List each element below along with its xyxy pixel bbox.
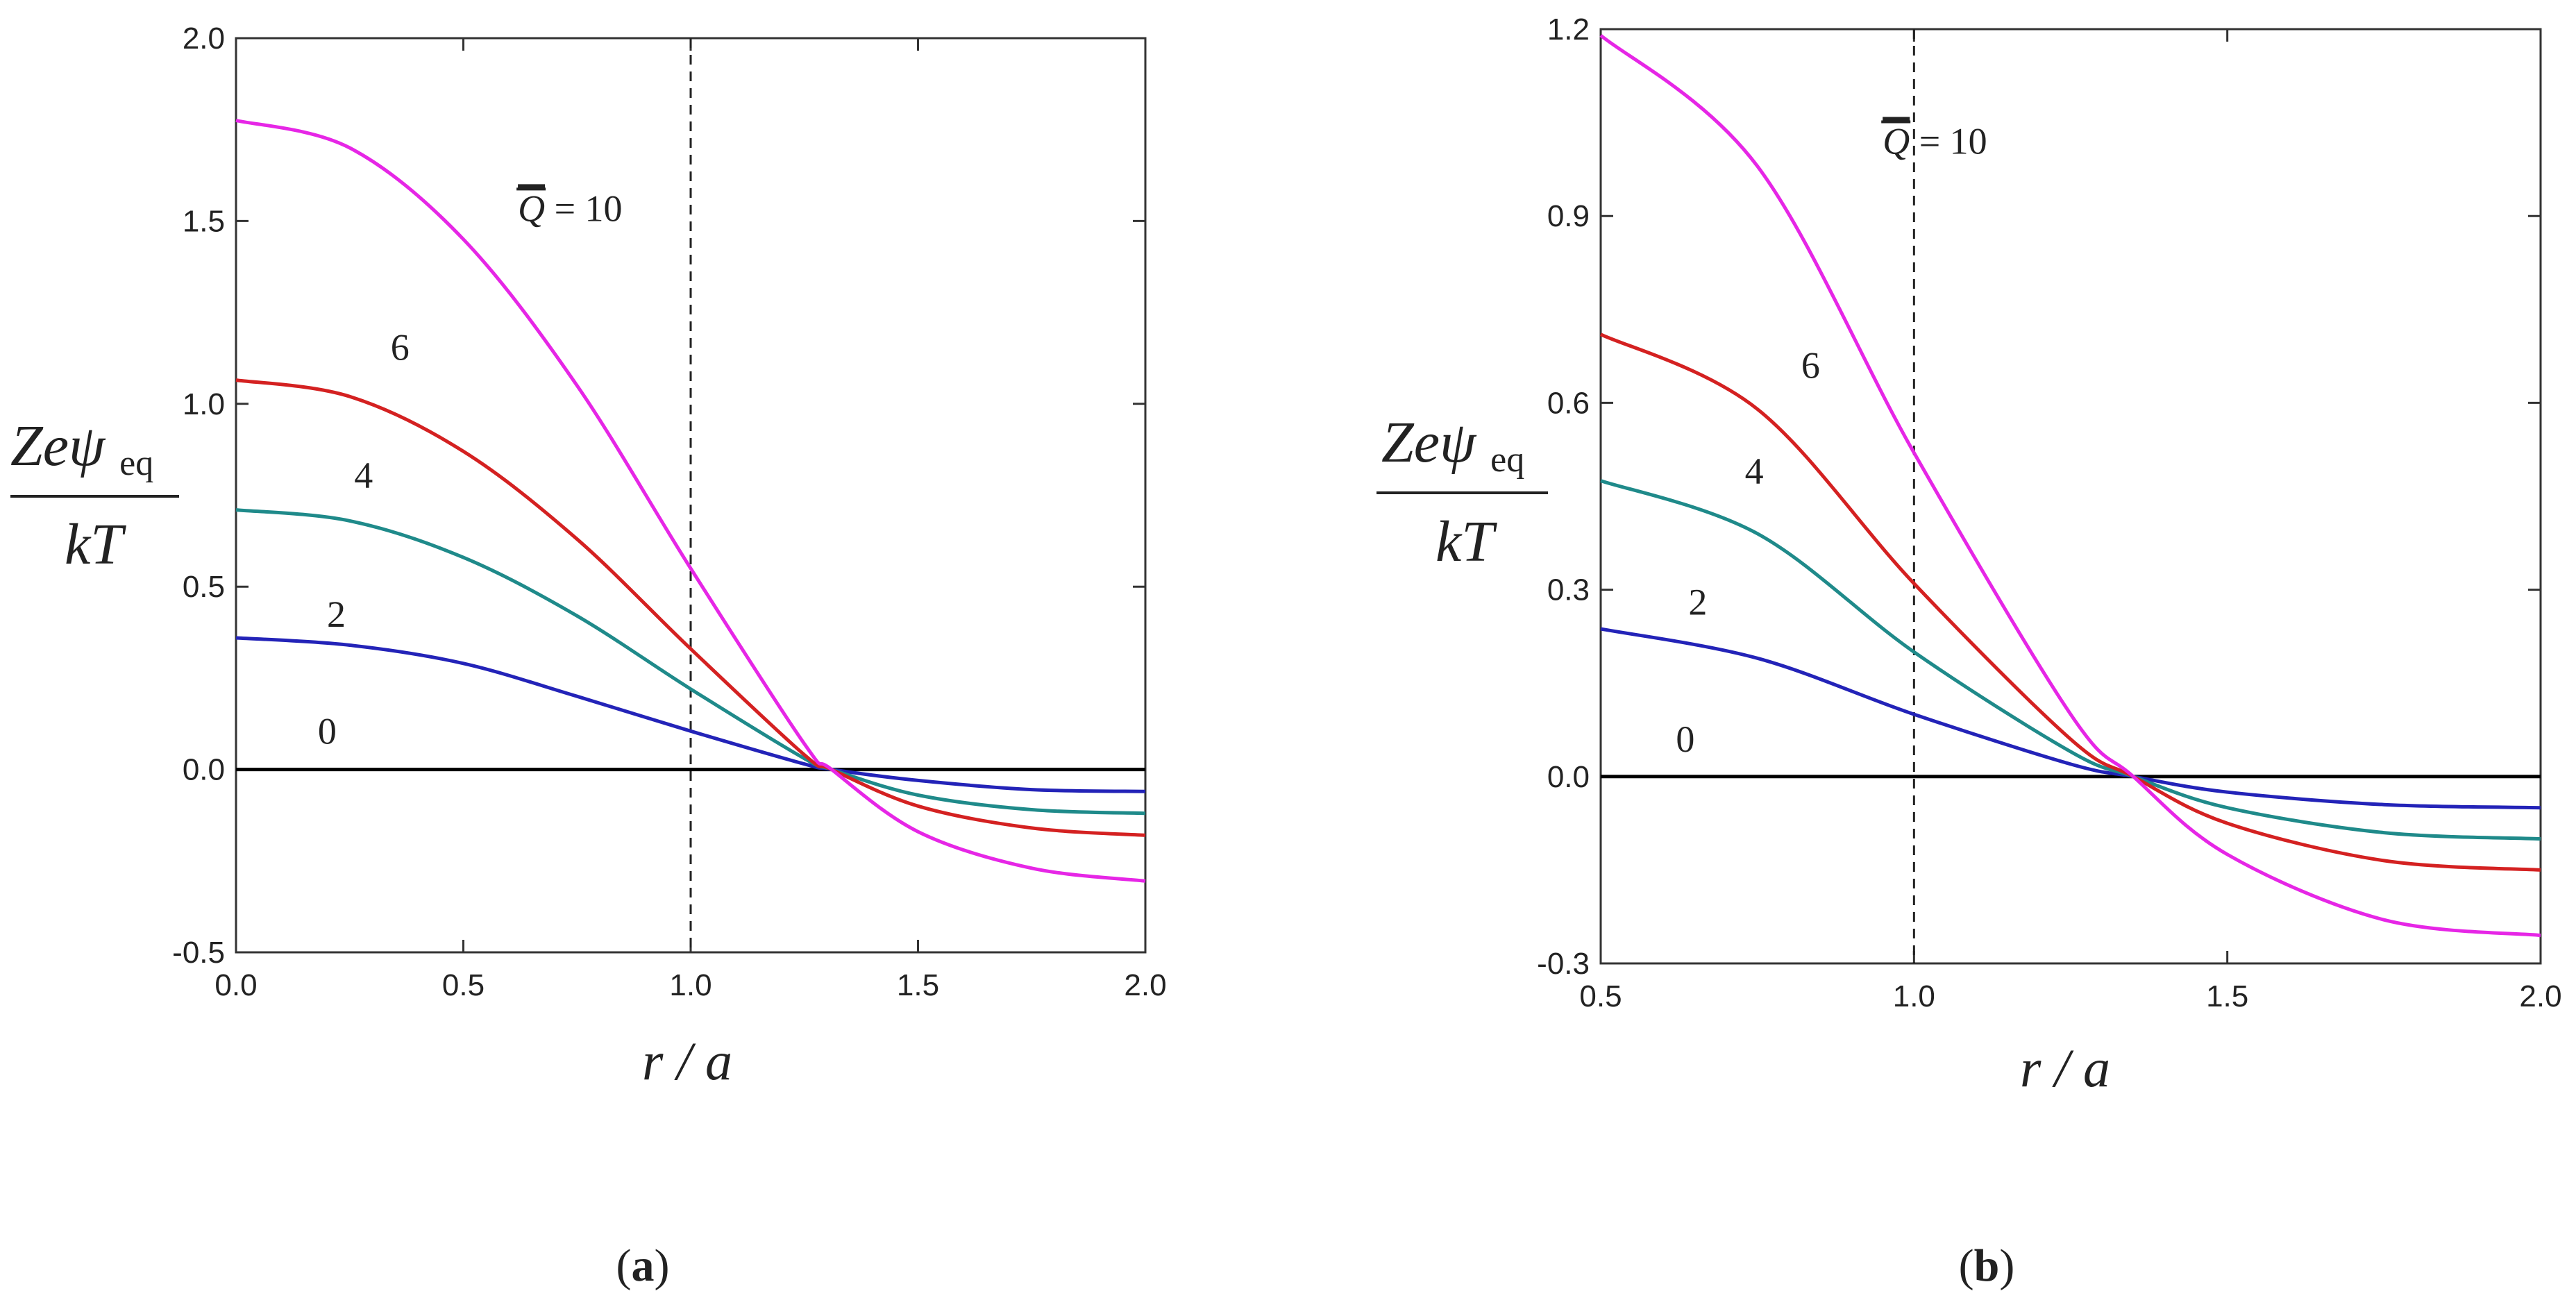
plot-area-b: -0.3 0.0 0.3 0.6 0.9 1.2 0.5 1.0 1.5 2.0 0 2 4 6 Q = 1… — [1537, 12, 2561, 1013]
series-line-a-q6 — [235, 378, 1146, 837]
x-tick-label-b-0: 0.5 — [1579, 979, 1622, 1013]
chart-panel-b: Zeψ eq kT -0.3 0.0 0.3 0.6 0.9 1.2 0.5 1.0 1.5 2.… — [1377, 12, 2562, 1291]
q-bar-value-b: = 10 — [1910, 120, 1987, 162]
x-tick-label-a-3: 1.5 — [897, 968, 939, 1002]
plot-area-a: -0.50.00.51.01.52.00.0 0.5 1.0 1.5 2.00246Q … — [172, 22, 1166, 1002]
y-tick-label-a-0: -0.5 — [172, 936, 225, 970]
x-tick-label-b-2: 1.5 — [2206, 979, 2248, 1013]
xlabel-b: r / a — [2020, 1038, 2110, 1098]
series-label-b-q10: Q = 10 — [1883, 120, 1987, 162]
ylabel-b-sub: eq — [1490, 440, 1524, 480]
series-line-a-q10 — [235, 119, 1146, 883]
y-tick-label-a-5: 2.0 — [183, 22, 225, 56]
series-line-b-q4 — [1600, 479, 2541, 841]
series-label-a-q2: 2 — [327, 593, 346, 635]
y-tick-label-a-3: 1.0 — [183, 387, 225, 421]
y-tick-label-a-4: 1.5 — [183, 204, 225, 238]
panel-letter-b: b — [1974, 1240, 2000, 1291]
series-label-b-q6: 6 — [1801, 345, 1820, 387]
series-label-a-q10: Q = 10 — [518, 187, 622, 229]
ylabel-a-bottom: kT — [65, 512, 126, 577]
y-tick-label-b-0: -0.3 — [1537, 947, 1590, 981]
series-label-b-q0: 0 — [1676, 718, 1694, 760]
q-bar-symbol-a: Q — [518, 187, 545, 229]
series-label-a-q0: 0 — [318, 711, 337, 752]
ylabel-b-top: Zeψ eq — [1381, 410, 1524, 480]
series-line-a-q2 — [235, 636, 1146, 793]
series-line-b-q6 — [1599, 332, 2541, 872]
series-label-b-q4: 4 — [1745, 450, 1764, 492]
q-bar-value-a: = 10 — [545, 187, 622, 229]
y-tick-label-b-3: 0.6 — [1547, 386, 1590, 420]
y-tick-label-b-4: 0.9 — [1547, 199, 1590, 233]
panel-label-b: (b) — [1959, 1240, 2015, 1291]
x-tick-label-a-2: 1.0 — [669, 968, 712, 1002]
plot-frame-b — [1599, 28, 2542, 965]
ylabel-b-main: Zeψ — [1381, 410, 1477, 475]
ylabel-b-bottom: kT — [1436, 509, 1497, 574]
series-label-a-q6: 6 — [391, 327, 410, 369]
q-bar-symbol-b: Q — [1883, 120, 1910, 162]
y-tick-label-b-5: 1.2 — [1547, 12, 1590, 47]
x-tick-label-a-4: 2.0 — [1124, 968, 1166, 1002]
series-label-b-q2: 2 — [1688, 581, 1707, 623]
x-tick-label-a-0: 0.0 — [214, 968, 257, 1002]
series-label-a-q4: 4 — [354, 455, 373, 496]
x-tick-label-b-1: 1.0 — [1893, 979, 1935, 1013]
series-line-a-q4 — [235, 508, 1146, 816]
ylabel-a-main: Zeψ — [10, 414, 106, 478]
x-tick-label-a-1: 0.5 — [442, 968, 485, 1002]
y-tick-label-a-2: 0.5 — [183, 570, 225, 604]
series-line-b-q2 — [1600, 627, 2541, 810]
chart-panel-a: Zeψ eq kT -0.50.00.51.01.52.00.0 0.5 1.0 1.… — [10, 22, 1167, 1291]
ylabel-a-sub: eq — [119, 444, 153, 483]
y-tick-label-b-1: 0.0 — [1547, 760, 1590, 794]
panel-label-a: (a) — [616, 1240, 670, 1291]
panel-letter-a: a — [632, 1240, 655, 1291]
x-tick-label-b-3: 2.0 — [2519, 979, 2561, 1013]
ylabel-a-top: Zeψ eq — [10, 414, 153, 483]
y-tick-label-a-1: 0.0 — [183, 753, 225, 787]
series-line-b-q10 — [1599, 34, 2541, 938]
xlabel-a: r / a — [642, 1031, 732, 1091]
y-tick-label-b-2: 0.3 — [1547, 573, 1590, 607]
